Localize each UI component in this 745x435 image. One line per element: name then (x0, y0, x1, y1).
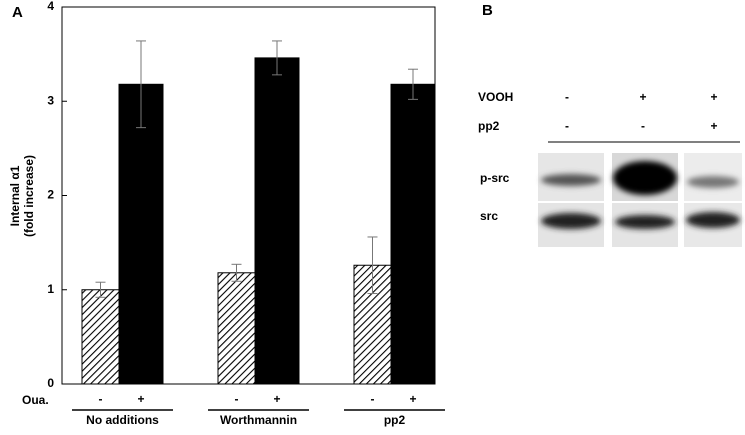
bar (118, 83, 164, 385)
y-axis-label-sub: (fold increase) (22, 155, 36, 237)
bar (390, 83, 436, 385)
condition-sign: - (565, 90, 569, 104)
bar (81, 289, 120, 385)
bar (217, 272, 256, 385)
series-label: + (409, 392, 416, 406)
x-tick-label: pp2 (384, 413, 406, 427)
y-tick-label: 4 (47, 0, 54, 13)
panel-label: B (482, 2, 493, 19)
y-tick-label: 1 (47, 282, 54, 296)
condition-label: pp2 (478, 119, 500, 133)
series-label: - (235, 392, 239, 406)
band-label: src (480, 209, 498, 223)
error-bar (231, 263, 242, 282)
condition-sign: - (641, 119, 645, 133)
x-tick-label: No additions (86, 413, 159, 427)
condition-sign: + (639, 90, 646, 104)
panel-b: B (482, 2, 742, 247)
y-axis-label: Internal α1 (8, 165, 22, 226)
series-label: + (137, 392, 144, 406)
condition-label: VOOH (478, 90, 513, 104)
error-bar (95, 281, 106, 298)
y-tick-label: 0 (47, 376, 54, 390)
error-bar (272, 40, 282, 76)
y-tick-label: 2 (47, 188, 54, 202)
bar (254, 57, 300, 385)
error-bar (136, 40, 146, 129)
condition-sign: + (710, 119, 717, 133)
band-label: p-src (480, 171, 510, 185)
bands (541, 161, 740, 229)
series-label: - (99, 392, 103, 406)
error-bar (408, 68, 418, 100)
x-row-label: Oua. (22, 393, 49, 407)
condition-sign: + (710, 90, 717, 104)
error-bar (367, 236, 378, 295)
condition-sign: - (565, 119, 569, 133)
y-tick-label: 3 (47, 93, 54, 107)
panel-label: A (12, 4, 23, 21)
series-label: + (273, 392, 280, 406)
x-tick-label: Worthmannin (220, 413, 297, 427)
series-label: - (371, 392, 375, 406)
